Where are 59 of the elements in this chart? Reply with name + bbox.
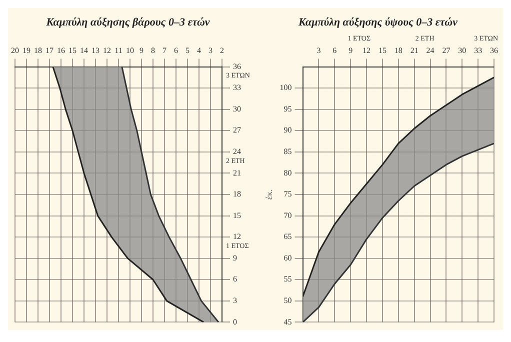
x-tick-label: 8 bbox=[151, 46, 155, 56]
y-tick-label: 100 bbox=[280, 83, 292, 92]
x-tick-label: 3 bbox=[208, 46, 212, 56]
x-tick-label: 17 bbox=[46, 46, 54, 56]
x-tick-label: 20 bbox=[11, 46, 19, 56]
x-tick-label: 4 bbox=[197, 46, 201, 56]
y-tick-label: 12 bbox=[233, 232, 241, 242]
y-tick-label: 75 bbox=[284, 190, 292, 199]
x-tick-label: 6 bbox=[174, 46, 178, 56]
y-tick-label: 30 bbox=[233, 104, 241, 114]
x-tick-label: 10 bbox=[126, 46, 134, 56]
y-tick-label: 50 bbox=[284, 296, 292, 306]
y-tick-label: 0 bbox=[233, 317, 237, 326]
x-tick-label: 19 bbox=[22, 46, 30, 56]
x-tick-label: 13 bbox=[92, 46, 100, 56]
y-tick-label: 9 bbox=[233, 253, 237, 262]
x-tick-label: 16 bbox=[57, 46, 65, 56]
x-tick-label: 18 bbox=[34, 46, 42, 56]
x-tick-label: 14 bbox=[80, 46, 88, 56]
y-tick-label: 60 bbox=[284, 253, 292, 262]
x-tick-label: 12 bbox=[103, 46, 111, 56]
y-tick-label: 21 bbox=[233, 168, 241, 178]
x-tick-label: 11 bbox=[114, 46, 122, 56]
x-tick-label: 30 bbox=[458, 46, 466, 56]
y-tick-label: 55 bbox=[284, 274, 292, 284]
x-tick-label: 18 bbox=[394, 46, 402, 56]
y-tick-label: 65 bbox=[284, 232, 292, 242]
chart-title: Καμπύλη αύξησης βάρους 0–3 ετών bbox=[45, 16, 210, 28]
x-tick-label: 9 bbox=[140, 46, 144, 56]
y-tick-label: 6 bbox=[233, 274, 237, 284]
y-tick-label: 15 bbox=[233, 210, 241, 220]
x-tick-label: 12 bbox=[362, 46, 371, 56]
x-tick-label: 6 bbox=[332, 46, 337, 56]
x-tick-label: 7 bbox=[162, 46, 166, 56]
y-tick-label: 85 bbox=[284, 147, 292, 156]
chart-title: Καμπύλη αύξησης ύψους 0–3 ετών bbox=[298, 16, 458, 28]
y-tick-label: 90 bbox=[284, 126, 292, 135]
x-tick-label: 15 bbox=[378, 46, 386, 56]
y-axis-title: έκ. bbox=[264, 189, 274, 200]
x-tick-label: 5 bbox=[186, 46, 190, 56]
y-tick-label: 70 bbox=[284, 210, 292, 220]
x-tick-label: 15 bbox=[68, 46, 76, 56]
x-tick-label: 24 bbox=[426, 46, 434, 56]
y-tick-label: 36 bbox=[233, 62, 241, 71]
y-tick-label: 33 bbox=[233, 83, 241, 92]
x-tick-label: 3 bbox=[316, 46, 321, 56]
y-tick-label: 45 bbox=[284, 317, 292, 326]
y-tick-label: 80 bbox=[284, 168, 292, 178]
y-tick-label: 27 bbox=[233, 126, 241, 135]
x-tick-label: 36 bbox=[490, 46, 498, 56]
x-tick-label: 2 bbox=[220, 46, 224, 56]
y-tick-label: 18 bbox=[233, 190, 241, 199]
x-tick-label: 27 bbox=[442, 46, 450, 56]
x-tick-label: 33 bbox=[474, 46, 482, 56]
y-tick-label: 24 bbox=[233, 147, 241, 156]
x-tick-label: 9 bbox=[348, 46, 353, 56]
y-tick-label: 3 bbox=[233, 296, 237, 306]
y-tick-label: 95 bbox=[284, 104, 292, 114]
x-tick-label: 21 bbox=[410, 46, 418, 56]
